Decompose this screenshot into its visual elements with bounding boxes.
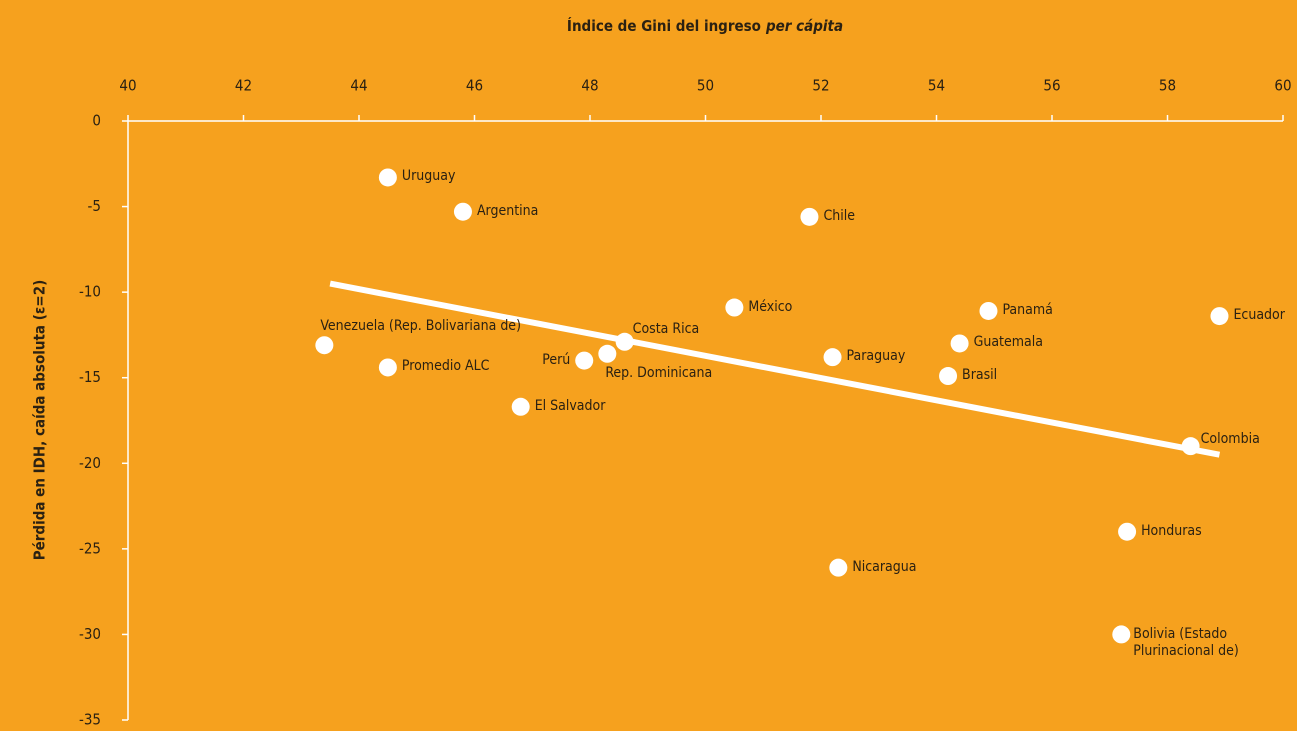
y-tick-label: 0 bbox=[92, 112, 101, 130]
point-label: Argentina bbox=[476, 202, 539, 219]
point bbox=[511, 397, 530, 416]
point bbox=[950, 334, 969, 353]
point-label: El Salvador bbox=[534, 397, 606, 414]
point-label: Paraguay bbox=[846, 348, 906, 365]
point bbox=[315, 336, 334, 355]
point bbox=[939, 367, 958, 386]
x-tick-label: 56 bbox=[1043, 77, 1060, 95]
x-tick-label: 46 bbox=[466, 77, 483, 95]
y-tick-label: -20 bbox=[79, 454, 101, 472]
x-axis-title-text: Índice de Gini del ingreso bbox=[567, 16, 761, 35]
x-tick-label: 58 bbox=[1159, 77, 1176, 95]
point-label: Panamá bbox=[1002, 301, 1053, 318]
x-tick-label: 42 bbox=[235, 77, 252, 95]
point-label: Uruguay bbox=[401, 168, 456, 185]
point-label: Bolivia (Estado Plurinacional de) bbox=[1133, 626, 1239, 660]
x-tick-label: 48 bbox=[581, 77, 598, 95]
point-label: Honduras bbox=[1141, 522, 1202, 539]
point-label: Venezuela (Rep. Bolivariana de) bbox=[320, 318, 521, 335]
y-tick-label: -5 bbox=[88, 197, 101, 215]
x-axis-title-emphasis: per cápita bbox=[765, 17, 843, 35]
point-label: Chile bbox=[823, 207, 855, 224]
x-tick-label: 60 bbox=[1274, 77, 1291, 95]
y-tick-label: -15 bbox=[79, 368, 101, 386]
x-tick-label: 52 bbox=[812, 77, 829, 95]
point bbox=[598, 344, 617, 363]
point-label: Brasil bbox=[962, 367, 998, 383]
point bbox=[800, 207, 819, 226]
point bbox=[378, 358, 397, 377]
y-tick-label: -30 bbox=[79, 625, 101, 643]
point-label: Costa Rica bbox=[632, 320, 700, 337]
point bbox=[575, 351, 594, 370]
point-label: Colombia bbox=[1200, 431, 1260, 448]
x-axis-title: Índice de Gini del ingreso per cápita bbox=[567, 16, 843, 35]
trend-line bbox=[329, 280, 1221, 458]
point-label: Promedio ALC bbox=[401, 358, 490, 375]
y-tick-label: -10 bbox=[79, 283, 101, 301]
point-label: Ecuador bbox=[1233, 307, 1285, 324]
point bbox=[615, 332, 634, 351]
point-label: Guatemala bbox=[973, 334, 1043, 351]
point-label: Nicaragua bbox=[852, 558, 917, 575]
x-tick-label: 54 bbox=[928, 77, 945, 95]
point bbox=[1210, 307, 1229, 326]
x-tick-label: 44 bbox=[350, 77, 367, 95]
y-tick-label: -25 bbox=[79, 539, 101, 557]
point bbox=[829, 558, 848, 577]
y-tick-label: -35 bbox=[79, 711, 101, 729]
point bbox=[453, 202, 472, 221]
x-tick-label: 50 bbox=[697, 77, 714, 95]
point bbox=[823, 348, 842, 367]
point bbox=[979, 301, 998, 320]
point-label: México bbox=[748, 298, 793, 315]
point bbox=[1181, 437, 1200, 456]
point bbox=[1118, 522, 1137, 541]
point bbox=[1112, 625, 1131, 644]
x-tick-label: 40 bbox=[119, 77, 136, 95]
y-axis-title: Pérdida en IDH, caída absoluta (ε=2) bbox=[31, 280, 49, 561]
point bbox=[378, 168, 397, 187]
point bbox=[725, 298, 744, 317]
point-label: Perú bbox=[542, 351, 571, 368]
point-label: Rep. Dominicana bbox=[605, 364, 713, 381]
